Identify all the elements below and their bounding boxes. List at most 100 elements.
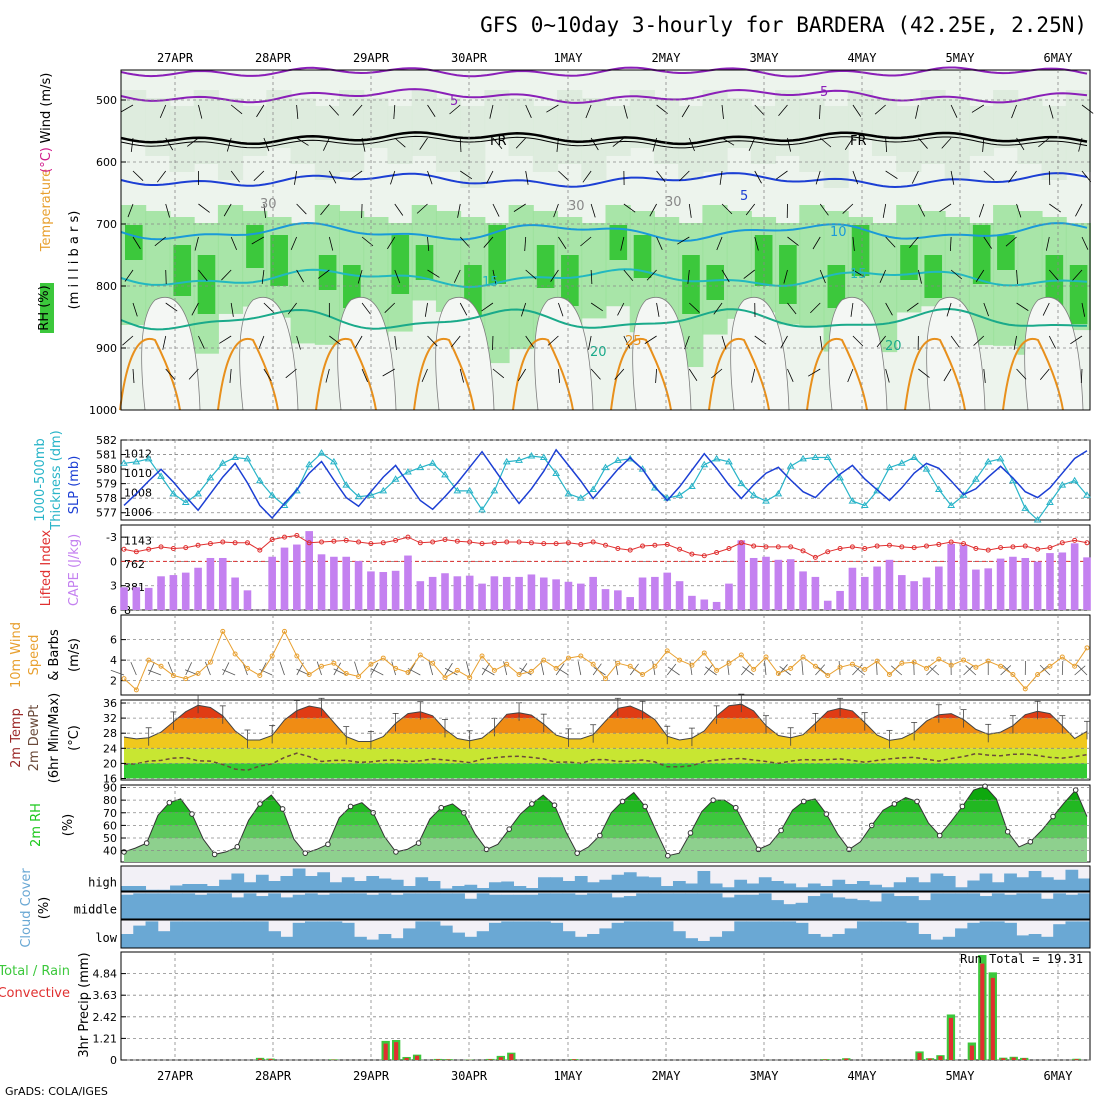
cloud-cover-bar	[1016, 877, 1030, 891]
cloud-cover-bar	[660, 921, 674, 948]
wind-speed-point	[1010, 671, 1016, 677]
cape-bar	[268, 556, 276, 610]
dry-surface-cell	[435, 296, 495, 411]
cape-bar	[984, 568, 993, 610]
wind-barb	[623, 104, 628, 119]
cloud-cover-bar	[820, 886, 833, 891]
cape-bar	[218, 557, 227, 610]
thickness-point	[910, 453, 919, 460]
cloud-cover-bar	[672, 931, 686, 948]
wind-barb	[261, 269, 265, 284]
rh-band-pale	[605, 106, 631, 156]
wind-barb	[453, 269, 461, 283]
wind-speed-point	[393, 665, 399, 671]
thickness-point	[589, 485, 598, 492]
cloud-cover-bar	[893, 882, 907, 891]
contour-label: 20	[590, 345, 607, 360]
cloud-cover-bar	[329, 893, 343, 919]
cloud-cover-bar	[452, 893, 465, 919]
wind-barb	[165, 302, 178, 312]
wind-speed-point	[232, 651, 238, 657]
lifted-index-point	[282, 534, 287, 540]
wind-tick-label: 4	[110, 654, 117, 667]
cloud-cover-bar	[354, 936, 367, 948]
cloud-cover-bar	[476, 893, 490, 919]
thickness-point	[1070, 476, 1079, 484]
cloud-cover-bar	[758, 877, 772, 891]
cloud-cover-bar	[390, 879, 404, 891]
cape-bar	[490, 576, 499, 610]
lifted-index-point	[269, 537, 275, 543]
cloud-cover-bar	[881, 921, 895, 948]
wind-barb	[394, 269, 401, 284]
wind-barb	[547, 335, 559, 346]
precip-convective-bar	[1022, 1058, 1027, 1060]
lifted-index-point	[751, 543, 757, 549]
cloud-cover-bar	[268, 931, 281, 948]
lifted-index-point	[1047, 545, 1053, 551]
cape-bar	[836, 590, 844, 610]
wind-barb	[950, 335, 960, 348]
cloud-cover-bar	[170, 921, 183, 948]
cloud-cover-bar	[991, 893, 1005, 919]
wind-barb	[427, 335, 438, 347]
cloud-cover-bar	[341, 922, 355, 948]
temp-color-band	[124, 733, 1087, 749]
wind-speed-point	[356, 674, 362, 680]
wind-barb	[852, 104, 862, 117]
wind-barb	[558, 302, 564, 317]
date-label-bottom: 2MAY	[652, 1069, 682, 1083]
precip-convective-bar	[990, 977, 995, 1060]
wind-barb	[909, 236, 919, 248]
lifted-index-point	[380, 540, 386, 546]
precip-convective-bar	[1011, 1057, 1016, 1060]
wind-speed-line	[123, 630, 1088, 691]
lifted-index-point	[812, 554, 818, 560]
wind-barb	[941, 137, 952, 149]
wind-barb	[787, 137, 792, 152]
temp-axis-label-2: 2m DewPt	[27, 705, 42, 772]
thickness-tick-label: 582	[96, 434, 117, 447]
rh-color-band	[124, 825, 1087, 839]
cloud-cover-bar	[415, 893, 429, 919]
lifted-index-point	[936, 541, 942, 547]
rh2m-point	[438, 804, 445, 811]
cloud-cover-bar	[807, 934, 821, 948]
thickness-point	[317, 449, 326, 456]
wind-barb	[230, 236, 238, 251]
dry-surface-cell	[534, 296, 594, 411]
wind-barb	[754, 104, 765, 116]
cape-bar	[305, 531, 313, 610]
cape-bar	[700, 599, 709, 610]
wind-speed-point	[417, 652, 423, 658]
thickness-point	[823, 453, 832, 460]
cloud-cover-bar	[133, 893, 147, 919]
wind-barb	[1039, 368, 1050, 380]
rh2m-point	[325, 841, 331, 848]
cloud-cover-bar	[709, 883, 723, 891]
wind-barb	[754, 236, 759, 251]
lifted-index-point	[985, 547, 991, 553]
wind-barb	[681, 104, 690, 118]
cloud-cover-bar	[709, 893, 723, 919]
lifted-index-point	[244, 540, 250, 546]
cloud-cover-bar	[304, 876, 318, 891]
precip-tick-label: 0	[110, 1054, 117, 1067]
lifted-index-point	[1072, 537, 1078, 543]
wind-axis-label-3: & Barbs	[47, 629, 62, 681]
pressure-axis-label: (m i l l i b a r s)	[67, 211, 82, 310]
rh-band-pale	[484, 90, 510, 140]
cloud-cover-bar	[685, 938, 698, 948]
wind-barb	[546, 104, 559, 113]
lifted-index-point	[590, 539, 596, 545]
wind-speed-point	[331, 660, 337, 666]
lifted-index-point	[430, 539, 436, 545]
lifted-index-point	[726, 545, 732, 551]
cloud-cover-bar	[979, 896, 993, 919]
wind-barb	[263, 302, 275, 314]
cloud-cover-bar	[525, 921, 539, 948]
slp-line	[123, 448, 1088, 520]
date-label-bottom: 6MAY	[1044, 1069, 1074, 1083]
cloud-cover-bar	[145, 893, 159, 919]
rh2m-axis-label-1: 2m RH	[29, 803, 44, 847]
